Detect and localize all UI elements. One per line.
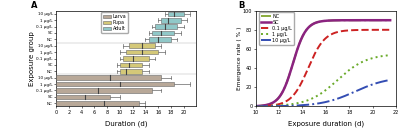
1 µg/L bbox=[254, 105, 258, 107]
10 µg/L bbox=[366, 85, 371, 86]
SC bbox=[388, 19, 392, 21]
NC bbox=[388, 19, 392, 21]
FancyBboxPatch shape bbox=[123, 56, 148, 61]
SC bbox=[333, 20, 338, 21]
1 µg/L bbox=[333, 81, 338, 82]
1 µg/L bbox=[336, 79, 340, 80]
Text: B: B bbox=[239, 1, 245, 10]
NC bbox=[254, 105, 258, 107]
0.1 µg/L bbox=[366, 29, 371, 31]
Y-axis label: Emergence rate ( % ): Emergence rate ( % ) bbox=[236, 27, 242, 90]
0.1 µg/L bbox=[253, 105, 258, 107]
Text: A: A bbox=[31, 1, 37, 10]
FancyBboxPatch shape bbox=[155, 24, 177, 29]
0.1 µg/L bbox=[254, 105, 258, 107]
1 µg/L bbox=[366, 58, 371, 60]
NC bbox=[375, 19, 380, 21]
1 µg/L bbox=[253, 105, 258, 107]
Line: NC: NC bbox=[256, 20, 390, 106]
Line: 10 µg/L: 10 µg/L bbox=[256, 80, 390, 106]
1 µg/L bbox=[375, 56, 380, 58]
SC bbox=[336, 20, 340, 21]
NC bbox=[333, 20, 338, 21]
X-axis label: Duration (d): Duration (d) bbox=[105, 120, 148, 127]
Line: SC: SC bbox=[256, 20, 390, 106]
NC bbox=[253, 105, 258, 107]
Line: 0.1 µg/L: 0.1 µg/L bbox=[256, 30, 390, 106]
SC bbox=[366, 19, 371, 21]
FancyBboxPatch shape bbox=[130, 43, 155, 48]
SC bbox=[254, 105, 258, 107]
0.1 µg/L bbox=[333, 32, 338, 33]
Line: 1 µg/L: 1 µg/L bbox=[256, 55, 390, 106]
Y-axis label: Exposure group: Exposure group bbox=[29, 31, 35, 86]
FancyBboxPatch shape bbox=[56, 82, 174, 86]
10 µg/L bbox=[336, 98, 340, 99]
FancyBboxPatch shape bbox=[56, 101, 139, 105]
0.1 µg/L bbox=[388, 29, 392, 31]
FancyBboxPatch shape bbox=[152, 31, 174, 35]
FancyBboxPatch shape bbox=[120, 63, 142, 67]
Legend: Larva, Pupa, Adult: Larva, Pupa, Adult bbox=[100, 12, 128, 33]
0.1 µg/L bbox=[375, 29, 380, 31]
NC bbox=[333, 20, 338, 21]
10 µg/L bbox=[388, 79, 392, 81]
FancyBboxPatch shape bbox=[126, 50, 158, 54]
SC bbox=[333, 20, 338, 21]
FancyBboxPatch shape bbox=[56, 88, 152, 93]
10 µg/L bbox=[253, 105, 258, 107]
FancyBboxPatch shape bbox=[148, 37, 171, 42]
X-axis label: Exposure duration (d): Exposure duration (d) bbox=[288, 120, 364, 127]
NC bbox=[336, 20, 340, 21]
10 µg/L bbox=[254, 105, 258, 107]
10 µg/L bbox=[375, 82, 380, 84]
10 µg/L bbox=[333, 99, 338, 100]
SC bbox=[375, 19, 380, 21]
1 µg/L bbox=[388, 54, 392, 56]
10 µg/L bbox=[333, 99, 338, 100]
FancyBboxPatch shape bbox=[56, 95, 110, 99]
FancyBboxPatch shape bbox=[56, 75, 161, 80]
FancyBboxPatch shape bbox=[168, 12, 184, 16]
FancyBboxPatch shape bbox=[120, 69, 142, 74]
NC bbox=[366, 19, 371, 21]
FancyBboxPatch shape bbox=[161, 18, 180, 22]
Legend: NC, SC, 0.1 µg/L, 1 µg/L, 10 µg/L: NC, SC, 0.1 µg/L, 1 µg/L, 10 µg/L bbox=[259, 12, 294, 45]
0.1 µg/L bbox=[333, 32, 338, 34]
1 µg/L bbox=[333, 81, 338, 83]
SC bbox=[253, 105, 258, 107]
0.1 µg/L bbox=[336, 31, 340, 33]
